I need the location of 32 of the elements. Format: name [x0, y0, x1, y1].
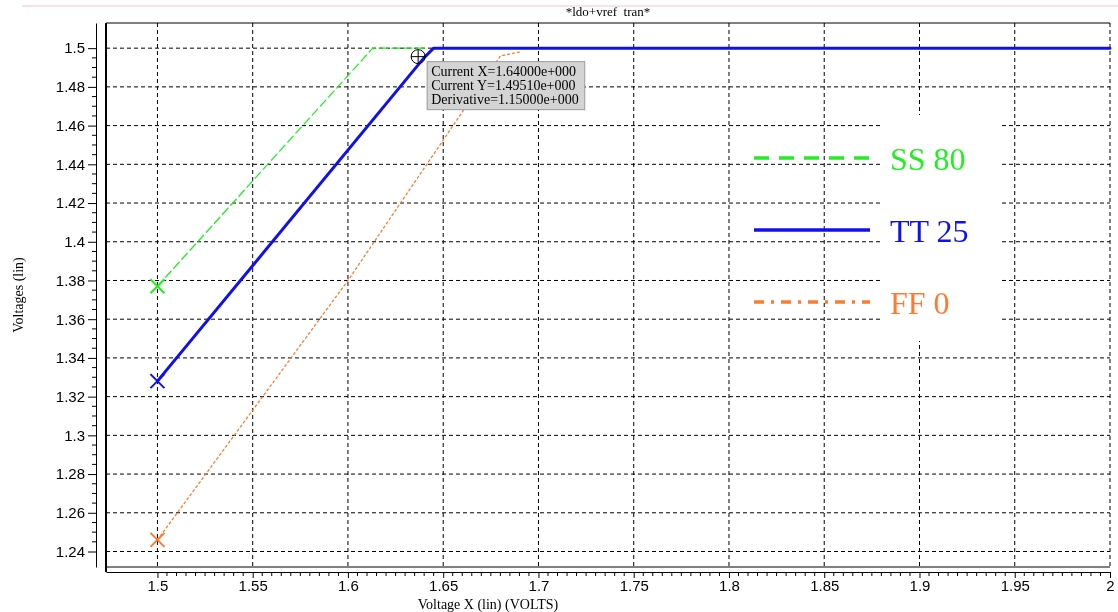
chart-title: *ldo+vref tran* [565, 4, 651, 19]
y-tick-label: 1.26 [55, 504, 85, 522]
y-tick-label: 1.28 [55, 465, 85, 483]
y-tick-label: 1.46 [55, 116, 85, 134]
annotation: Current X=1.64000e+000 Current Y=1.49510e+000 Derivative=1.15000e+000 [431, 63, 579, 107]
x-tick-label: 1.7 [528, 576, 550, 594]
y-tick-label: 1.24 [55, 542, 85, 560]
x-tick-label: 1.8 [719, 576, 740, 594]
x-axis-title: Voltage X (lin) (VOLTS) [417, 597, 559, 612]
legend-label: SS 80 [890, 141, 966, 177]
y-tick-label: 1.4 [64, 233, 85, 251]
y-tick-label: 1.42 [55, 194, 85, 212]
y-tick-label: 1.5 [64, 39, 85, 57]
legend-label: TT 25 [890, 213, 969, 249]
y-tick-label: 1.48 [55, 78, 85, 96]
y-axis-title: Voltages (lin) [11, 256, 27, 333]
y-tick-label: 1.38 [55, 271, 85, 289]
x-tick-label: 1.85 [810, 576, 840, 594]
x-tick-label: 2 [1106, 576, 1115, 594]
y-tick-label: 1.34 [55, 349, 85, 367]
y-tick-label: 1.44 [55, 155, 85, 173]
x-tick-label: 1.55 [238, 576, 268, 594]
y-tick-label: 1.32 [55, 387, 85, 405]
y-tick-label: 1.3 [64, 426, 85, 444]
y-tick-label: 1.36 [55, 310, 85, 328]
x-tick-label: 1.6 [338, 576, 359, 594]
x-tick-label: 1.95 [1000, 576, 1030, 594]
x-tick-label: 1.75 [619, 576, 649, 594]
legend-label: FF 0 [890, 285, 950, 321]
x-tick-label: 1.65 [429, 576, 459, 594]
x-tick-label: 1.9 [909, 576, 931, 594]
x-tick-label: 1.5 [147, 576, 169, 594]
